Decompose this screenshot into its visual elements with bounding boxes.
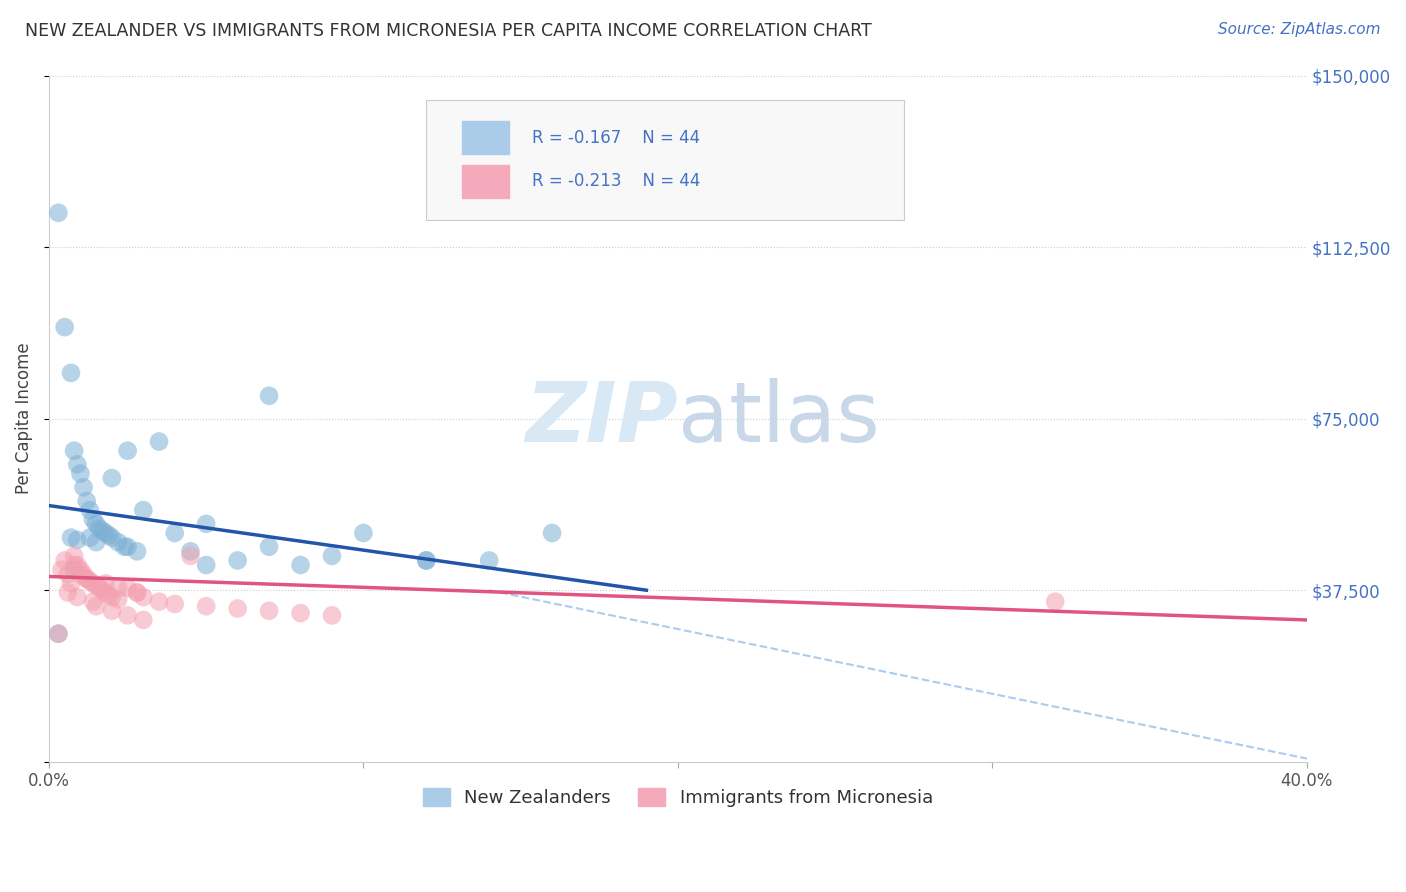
Point [69,567,91,582]
Point [132,613,155,627]
Point [66,458,89,472]
Point [321,608,343,623]
Point [101,604,124,618]
Point [101,471,124,485]
Text: atlas: atlas [678,378,880,459]
Point [290,606,312,620]
Point [72,567,94,582]
Point [132,590,155,604]
Point [59,366,82,380]
Point [53,320,76,334]
Point [76,494,98,508]
Text: R = -0.167    N = 44: R = -0.167 N = 44 [531,129,700,147]
Point [1045,594,1067,608]
Point [321,549,343,563]
Point [94,526,117,541]
Point [76,572,98,586]
Point [48,206,70,220]
Point [84,599,107,614]
FancyBboxPatch shape [461,121,509,154]
Point [66,533,89,547]
Point [117,581,139,595]
Point [101,531,124,545]
Point [125,585,148,599]
Point [148,594,170,608]
Point [415,553,437,567]
Point [84,516,107,531]
Point [79,531,101,545]
Point [257,604,280,618]
Point [226,553,249,567]
Text: ZIP: ZIP [526,378,678,459]
Point [84,579,107,593]
Point [84,535,107,549]
Text: Source: ZipAtlas.com: Source: ZipAtlas.com [1218,22,1381,37]
Point [97,528,120,542]
Point [101,590,124,604]
Point [478,553,501,567]
FancyBboxPatch shape [426,100,904,219]
Point [56,585,79,599]
Point [257,389,280,403]
Point [107,592,129,607]
Point [148,434,170,449]
Point [56,567,79,582]
Point [107,581,129,595]
Point [257,540,280,554]
Point [53,553,76,567]
Point [91,524,114,538]
Point [89,521,111,535]
Point [117,608,139,623]
Point [97,588,120,602]
Point [107,535,129,549]
Point [94,576,117,591]
Point [63,563,86,577]
FancyBboxPatch shape [461,165,509,198]
Point [132,503,155,517]
Point [82,594,104,608]
Point [69,467,91,481]
Point [48,626,70,640]
Point [125,585,148,599]
Point [195,558,218,572]
Point [195,516,218,531]
Point [76,572,98,586]
Point [63,558,86,572]
Text: R = -0.213    N = 44: R = -0.213 N = 44 [531,172,700,190]
Point [179,544,201,558]
Point [195,599,218,614]
Point [82,576,104,591]
Point [72,480,94,494]
Point [89,581,111,595]
Point [66,558,89,572]
Point [59,531,82,545]
Legend: New Zealanders, Immigrants from Micronesia: New Zealanders, Immigrants from Micrones… [416,780,941,814]
Point [290,558,312,572]
Point [59,576,82,591]
Point [63,549,86,563]
Point [94,585,117,599]
Y-axis label: Per Capita Income: Per Capita Income [15,343,32,494]
Point [91,583,114,598]
Point [69,563,91,577]
Point [51,563,73,577]
Text: NEW ZEALANDER VS IMMIGRANTS FROM MICRONESIA PER CAPITA INCOME CORRELATION CHART: NEW ZEALANDER VS IMMIGRANTS FROM MICRONE… [25,22,872,40]
Point [125,544,148,558]
Point [48,626,70,640]
Point [114,540,136,554]
Point [82,512,104,526]
Point [117,443,139,458]
Point [79,503,101,517]
Point [117,540,139,554]
Point [79,574,101,588]
Point [63,443,86,458]
Point [163,597,186,611]
Point [352,526,374,541]
Point [66,590,89,604]
Point [226,601,249,615]
Point [179,549,201,563]
Point [541,526,564,541]
Point [163,526,186,541]
Point [415,553,437,567]
